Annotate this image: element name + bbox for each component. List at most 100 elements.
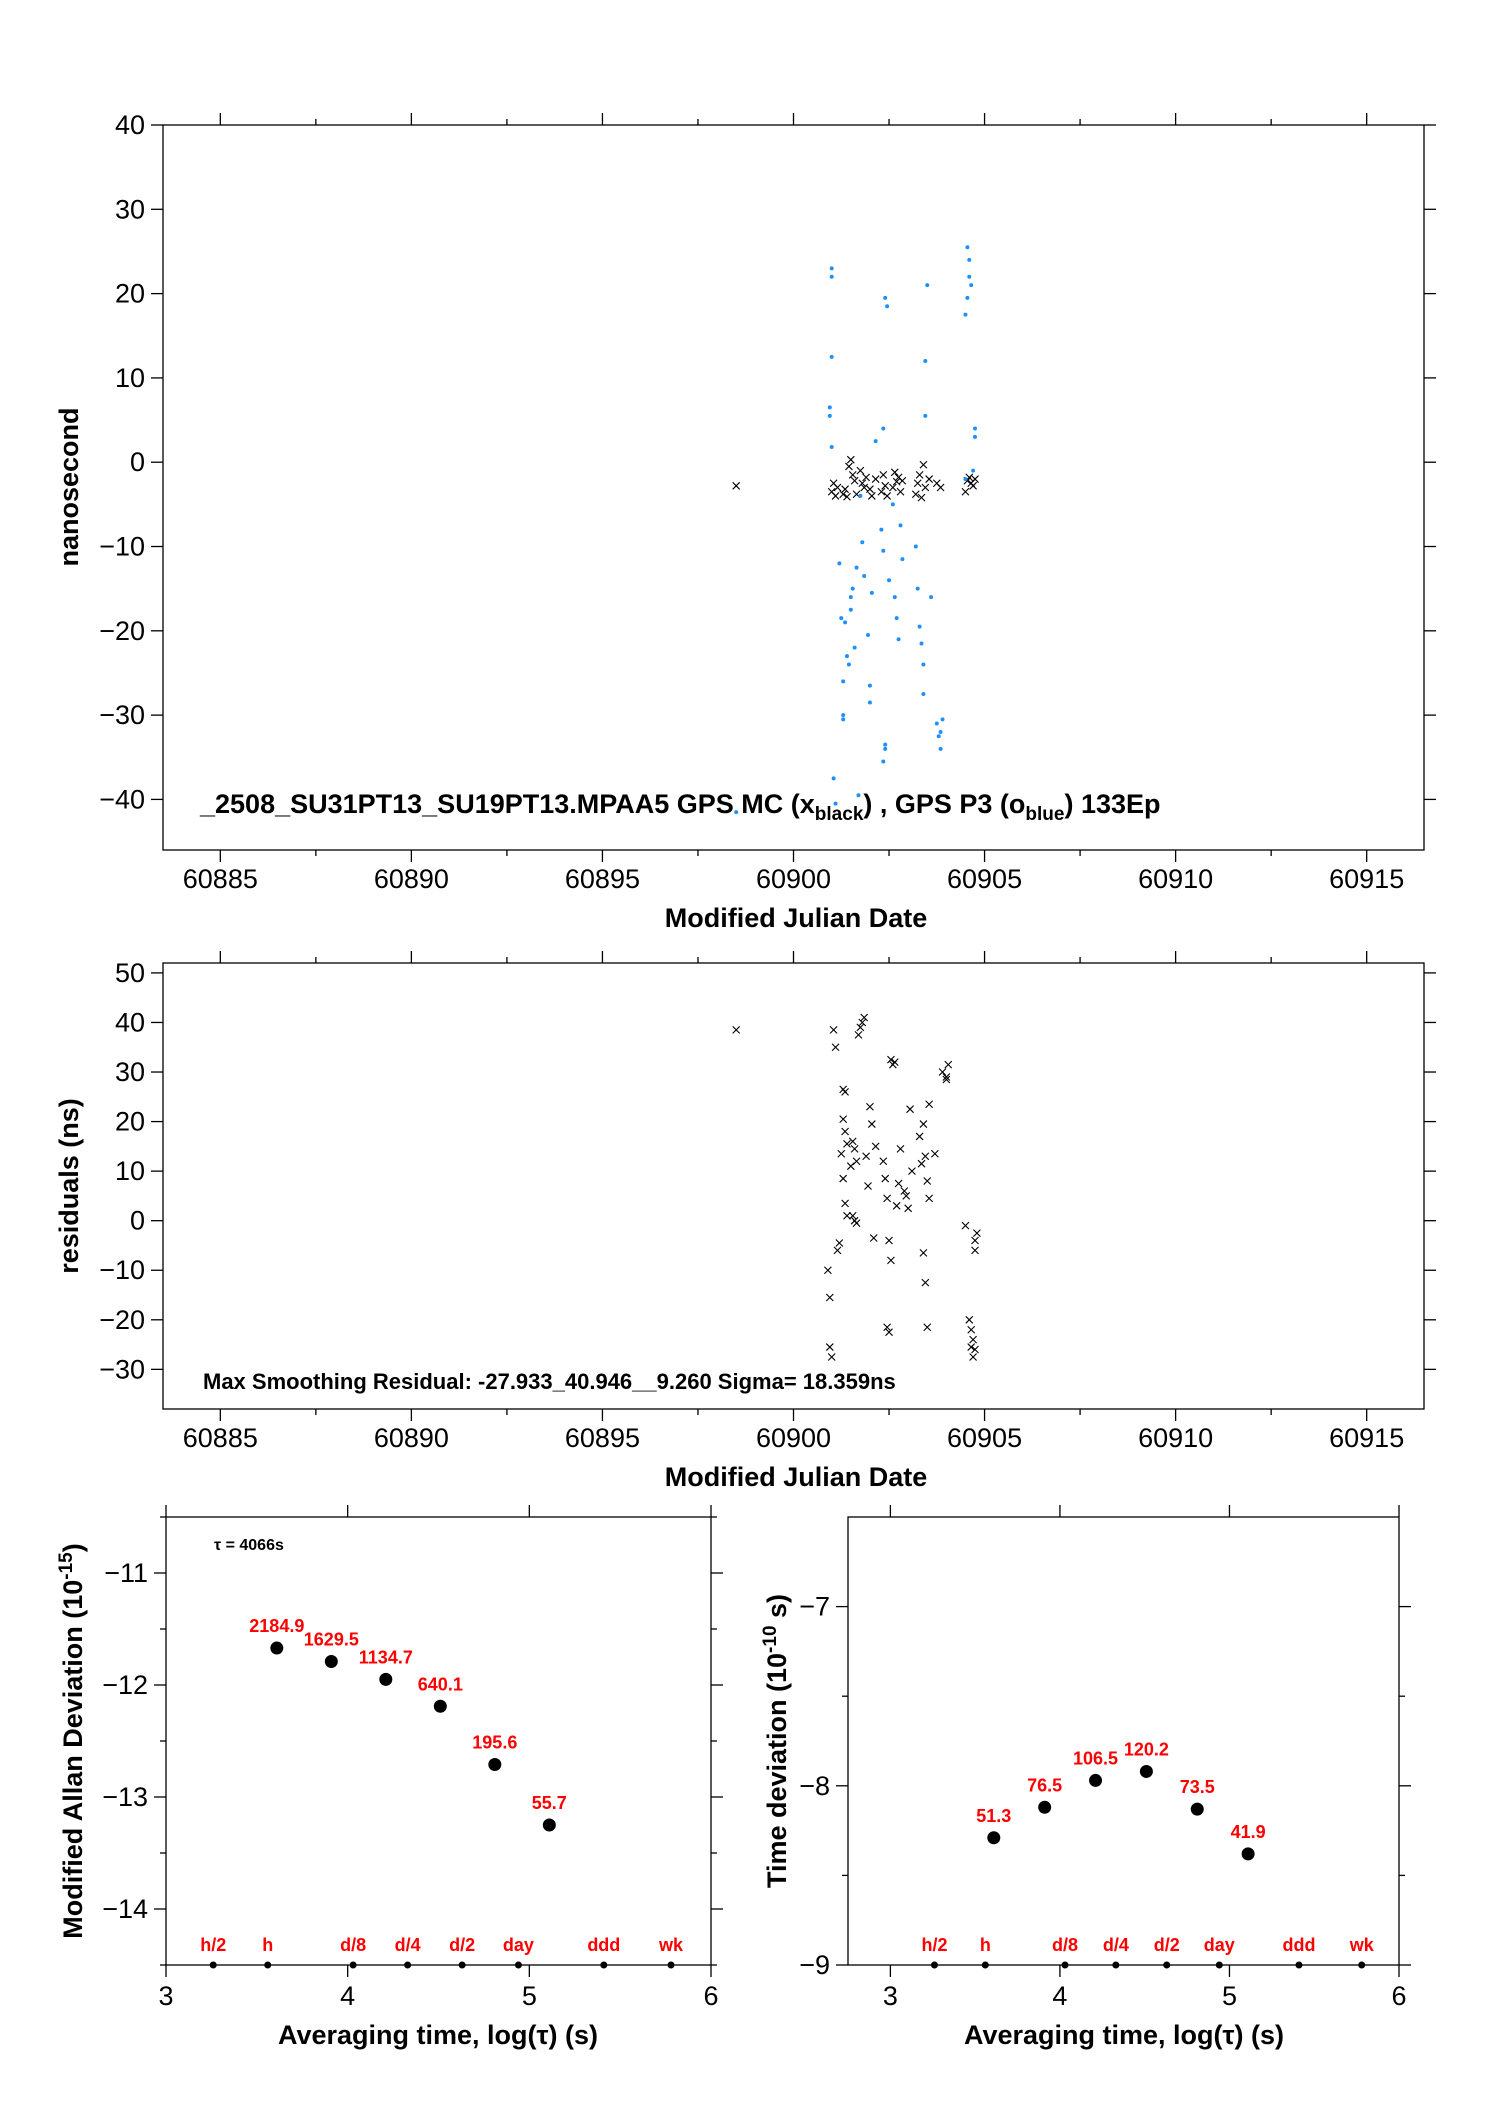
gps-p3-point <box>890 502 895 507</box>
residual-point <box>942 1073 951 1081</box>
top-y-axis-title: nanosecond <box>54 407 84 566</box>
interval-marker-dot <box>1295 1961 1303 1969</box>
gps-p3-point <box>856 793 861 798</box>
x-tick-label: 60905 <box>947 1423 1022 1453</box>
residual-point <box>908 1167 916 1176</box>
gps-mc-point <box>961 487 970 496</box>
x-marker-stroke <box>881 1174 890 1183</box>
gps-p3-point <box>827 413 832 418</box>
residual-point <box>885 1236 893 1245</box>
gps-mc-point <box>879 470 888 479</box>
x-marker-stroke <box>839 1115 848 1123</box>
x-marker-stroke <box>892 1201 901 1210</box>
gps-mc-point <box>877 487 886 496</box>
x-marker-stroke <box>911 490 920 499</box>
residual-point <box>850 1144 859 1153</box>
x-tick-label: 60910 <box>1138 1423 1213 1453</box>
top-data-points <box>732 245 979 815</box>
x-marker-stroke <box>925 1100 934 1109</box>
residual-point <box>944 1060 953 1069</box>
x-marker-stroke <box>837 1149 846 1158</box>
gps-p3-point <box>896 637 901 642</box>
interval-marker-label: h <box>262 1935 273 1955</box>
residual-point <box>839 1174 848 1183</box>
x-marker-stroke <box>917 493 926 502</box>
gps-mc-point <box>925 475 934 483</box>
gps-p3-point <box>841 679 846 684</box>
x-marker-stroke <box>841 1087 849 1096</box>
residual-point <box>925 1100 934 1109</box>
residual-point <box>843 1139 851 1148</box>
residual-point <box>919 1120 928 1128</box>
x-marker-stroke <box>919 460 928 469</box>
deviation-value-label: 2184.9 <box>249 1616 304 1636</box>
br-x-axis-title: Averaging time, log(τ) (s) <box>964 2020 1284 2050</box>
gps-mc-point <box>831 492 840 500</box>
gps-mc-point <box>898 476 907 485</box>
gps-p3-point <box>923 359 928 364</box>
residual-point <box>887 1055 895 1064</box>
x-marker-stroke <box>732 1026 741 1034</box>
x-marker-stroke <box>971 475 979 483</box>
residual-point <box>967 1343 976 1351</box>
x-marker-stroke <box>866 1102 874 1111</box>
top-legend-annotation: _2508_SU31PT13_SU19PT13.MPAA5 GPS MC (xb… <box>199 789 1161 825</box>
x-marker-stroke <box>848 1211 857 1220</box>
interval-marker-label: d/8 <box>340 1935 366 1955</box>
gps-mc-point <box>845 462 853 471</box>
bl-x-axis-title: Averaging time, log(τ) (s) <box>278 2020 598 2050</box>
x-marker-stroke <box>923 1323 932 1332</box>
gps-p3-point <box>881 426 886 431</box>
x-marker-stroke <box>867 1120 876 1128</box>
x-marker-stroke <box>898 476 907 485</box>
x-marker-stroke <box>860 1013 869 1022</box>
gps-mc-point <box>856 466 865 475</box>
y-tick-label: −11 <box>104 1558 148 1588</box>
residual-point <box>866 1102 874 1111</box>
residual-point <box>854 1030 863 1039</box>
gps-p3-point <box>967 257 972 262</box>
br-axis-ticks: 3 4 5 6 −9 −8 −7 <box>799 1505 1411 2011</box>
x-marker-stroke <box>825 1343 834 1351</box>
residual-point <box>860 1013 869 1022</box>
gps-p3-point <box>867 700 872 705</box>
x-marker-stroke <box>839 1174 848 1183</box>
mid-x-axis-title: Modified Julian Date <box>665 1462 928 1492</box>
gps-p3-point <box>938 729 943 734</box>
deviation-value-label: 41.9 <box>1231 1822 1266 1842</box>
x-marker-stroke <box>932 479 941 488</box>
x-marker-stroke <box>923 1177 932 1185</box>
residual-point <box>885 1328 893 1337</box>
y-tick-label: −40 <box>99 784 145 814</box>
gps-p3-point <box>867 683 872 688</box>
x-tick-label: 60900 <box>756 864 831 894</box>
gps-p3-point <box>866 633 871 638</box>
interval-marker-label: d/2 <box>449 1935 475 1955</box>
deviation-point <box>324 1654 338 1668</box>
x-marker-stroke <box>879 470 888 479</box>
gps-p3-point <box>837 561 842 566</box>
interval-marker-dot <box>667 1961 675 1969</box>
gps-p3-point <box>879 527 884 532</box>
gps-p3-point <box>839 616 844 621</box>
gps-mc-point <box>871 475 880 483</box>
x-tick-label: 60900 <box>756 1423 831 1453</box>
x-marker-stroke <box>894 473 903 482</box>
gps-p3-point <box>885 304 890 309</box>
gps-p3-point <box>963 477 968 482</box>
interval-marker-dot <box>1215 1961 1223 1969</box>
residual-point <box>917 1159 926 1168</box>
gps-p3-point <box>869 590 874 595</box>
x-marker-stroke <box>856 1023 865 1032</box>
gps-mc-point <box>858 479 867 488</box>
gps-p3-point <box>917 624 922 629</box>
gps-p3-point <box>925 283 930 288</box>
deviation-point <box>1190 1802 1204 1816</box>
interval-marker-label: h/2 <box>200 1935 226 1955</box>
gps-p3-point <box>894 616 899 621</box>
residual-point <box>867 1120 876 1128</box>
residual-point <box>969 1335 977 1344</box>
x-tick-label: 60915 <box>1329 1423 1404 1453</box>
x-marker-stroke <box>843 1139 851 1148</box>
residual-point <box>879 1157 888 1166</box>
